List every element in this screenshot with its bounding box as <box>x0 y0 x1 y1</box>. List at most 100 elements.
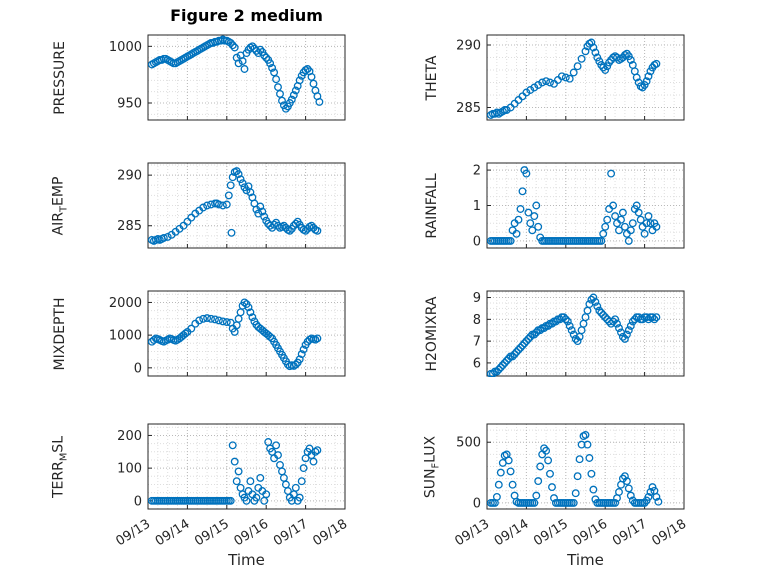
y-tick-label: 1000 <box>109 40 142 55</box>
data-point-marker <box>516 343 525 352</box>
data-point-marker <box>228 173 237 182</box>
data-point-marker <box>563 317 572 326</box>
data-point-marker <box>187 213 196 222</box>
grid-minor <box>486 424 685 509</box>
data-point-marker <box>181 329 190 338</box>
data-point-marker <box>622 477 631 486</box>
data-point-marker <box>652 313 661 322</box>
data-point-marker <box>289 91 298 100</box>
data-point-marker <box>644 492 653 501</box>
x-tick-label: 09/13 <box>113 517 153 550</box>
data-point-marker <box>299 345 308 354</box>
data-point-marker <box>508 480 517 489</box>
y-tick-labels: 0 1 2 <box>473 164 481 250</box>
data-point-marker <box>492 367 501 376</box>
axes-box <box>147 290 346 377</box>
data-point-marker <box>577 440 586 449</box>
data-point-marker <box>492 492 501 501</box>
data-point-marker <box>207 314 215 323</box>
data-point-marker <box>524 208 533 217</box>
data-point-marker <box>589 43 598 52</box>
data-point-marker <box>573 472 582 481</box>
data-point-marker <box>526 332 535 341</box>
y-axis-label-sunflux: SUNFLUX <box>422 435 441 497</box>
scatter-series <box>147 438 322 505</box>
data-point-marker <box>652 492 661 501</box>
y-tick-label: 9 <box>473 291 481 306</box>
data-point-marker <box>624 326 633 335</box>
y-axis-label-terrmsl: TERRMSL <box>50 436 69 498</box>
y-tick-label: 8 <box>473 313 481 328</box>
data-point-marker <box>577 54 586 63</box>
subplot-h2omixra: 6 7 8 9 <box>473 290 685 377</box>
data-point-marker <box>227 228 236 237</box>
data-point-marker <box>611 315 620 324</box>
y-axis-label-text: SUN <box>422 467 439 498</box>
data-point-marker <box>575 455 584 464</box>
data-point-marker <box>512 229 521 238</box>
x-tick-label: 09/15 <box>531 517 571 550</box>
data-point-marker <box>262 53 271 62</box>
data-point-marker <box>540 444 549 453</box>
data-point-marker <box>601 66 610 74</box>
data-point-marker <box>530 498 539 507</box>
data-point-marker <box>589 293 598 302</box>
data-point-marker <box>565 74 574 83</box>
y-tick-label: 2000 <box>109 296 142 311</box>
y-tick-labels: 285 290 <box>117 169 142 235</box>
data-point-marker <box>597 308 606 317</box>
data-point-marker <box>518 341 527 350</box>
data-point-marker <box>228 441 237 450</box>
data-point-marker <box>561 315 570 324</box>
x-tick-label: 09/18 <box>649 517 689 550</box>
y-axis-label-mixdepth: MIXDEPTH <box>52 297 68 370</box>
y-tick-labels: 0 500 <box>456 436 481 512</box>
data-point-marker <box>270 220 279 229</box>
y-tick-label: 2 <box>473 164 481 179</box>
data-point-marker <box>532 328 541 337</box>
grid-minor <box>486 163 685 248</box>
data-point-marker <box>199 203 208 212</box>
data-point-marker <box>618 474 627 483</box>
data-point-marker <box>589 485 598 494</box>
x-tick-label: 09/14 <box>153 517 193 550</box>
data-point-marker <box>228 41 237 50</box>
data-point-marker <box>498 107 507 116</box>
data-point-marker <box>248 313 257 322</box>
data-point-marker <box>640 229 649 238</box>
data-point-marker <box>274 451 282 460</box>
data-point-marker <box>569 68 578 77</box>
data-point-marker <box>530 83 539 92</box>
data-point-marker <box>599 229 608 238</box>
data-point-marker <box>634 208 643 217</box>
data-point-marker <box>640 498 649 507</box>
grid-minor <box>147 291 346 377</box>
data-point-marker <box>506 236 515 245</box>
data-point-marker <box>613 319 621 328</box>
x-tick-label: 09/16 <box>571 517 611 550</box>
data-point-marker <box>620 222 629 231</box>
data-point-marker <box>530 330 539 339</box>
data-point-marker <box>630 315 639 324</box>
data-point-marker <box>307 221 316 230</box>
y-axis-label-subscript: F <box>430 462 442 468</box>
scatter-series <box>486 430 663 507</box>
data-point-marker <box>268 63 277 72</box>
y-axis-label-pressure: PRESSURE <box>52 41 68 115</box>
data-point-marker <box>583 440 592 449</box>
subplot-sunflux: 0 500 09/13 09/14 09/15 09/16 09/17 09/18 <box>452 423 689 550</box>
data-point-marker <box>591 48 600 57</box>
data-point-marker <box>514 215 523 224</box>
data-point-marker <box>544 456 553 465</box>
subplot-rainfall: 0 1 2 <box>473 162 685 250</box>
data-point-marker <box>291 86 300 95</box>
data-point-marker <box>652 59 661 68</box>
data-point-marker <box>593 53 602 62</box>
data-point-marker <box>278 96 286 105</box>
data-point-marker <box>546 469 554 478</box>
data-point-marker <box>634 313 643 322</box>
data-point-marker <box>512 348 521 356</box>
data-point-marker <box>279 221 288 230</box>
data-point-marker <box>522 88 531 97</box>
data-point-marker <box>258 207 267 216</box>
